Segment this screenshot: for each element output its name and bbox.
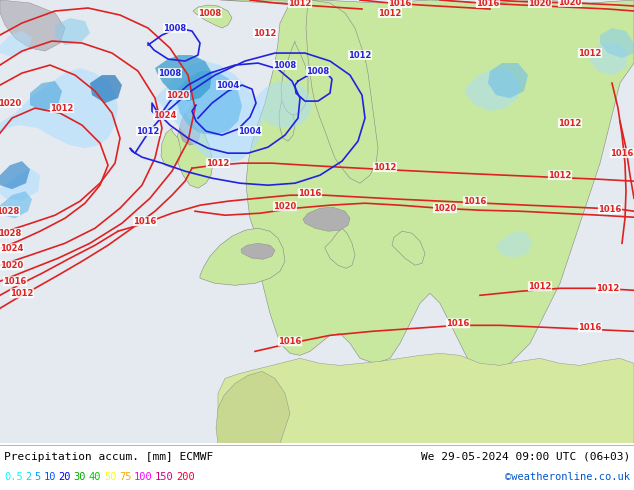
Text: 1020: 1020 — [434, 204, 456, 213]
Text: 1020: 1020 — [273, 202, 297, 211]
Text: 1024: 1024 — [153, 111, 177, 120]
Polygon shape — [0, 161, 30, 189]
Polygon shape — [600, 28, 634, 58]
Text: 1012: 1012 — [578, 49, 602, 57]
Text: 1016: 1016 — [463, 196, 487, 206]
Polygon shape — [465, 68, 520, 111]
Text: 0.5: 0.5 — [4, 472, 23, 482]
Text: 1008: 1008 — [164, 24, 186, 32]
Text: 1020: 1020 — [528, 0, 552, 7]
Polygon shape — [200, 228, 285, 285]
Polygon shape — [0, 0, 65, 51]
Polygon shape — [176, 71, 242, 135]
Polygon shape — [255, 81, 312, 128]
Text: 2: 2 — [25, 472, 31, 482]
Text: 1012: 1012 — [50, 103, 74, 113]
Text: 1012: 1012 — [288, 0, 312, 7]
Polygon shape — [0, 31, 32, 57]
Text: 1012: 1012 — [378, 8, 402, 18]
Text: 1008: 1008 — [306, 67, 330, 75]
Text: 1016: 1016 — [278, 337, 302, 346]
Polygon shape — [496, 231, 532, 258]
Text: 1012: 1012 — [373, 163, 397, 172]
Polygon shape — [30, 81, 62, 111]
Text: 30: 30 — [74, 472, 86, 482]
Text: 1020: 1020 — [0, 98, 22, 108]
Text: 1012: 1012 — [254, 28, 276, 38]
Text: 1016: 1016 — [598, 205, 622, 214]
Polygon shape — [155, 55, 212, 101]
Polygon shape — [281, 41, 308, 115]
Text: 1028: 1028 — [0, 207, 20, 216]
Text: 1012: 1012 — [548, 171, 572, 180]
Polygon shape — [179, 113, 200, 145]
Polygon shape — [0, 191, 32, 218]
Text: 200: 200 — [176, 472, 195, 482]
Polygon shape — [279, 93, 295, 141]
Polygon shape — [90, 75, 122, 103]
Text: 1020: 1020 — [559, 0, 581, 6]
Polygon shape — [0, 168, 40, 201]
Text: 75: 75 — [119, 472, 131, 482]
Text: 1004: 1004 — [216, 80, 240, 90]
Text: 100: 100 — [134, 472, 153, 482]
Text: 1012: 1012 — [136, 126, 160, 136]
Text: 1004: 1004 — [238, 126, 262, 136]
Polygon shape — [155, 61, 263, 163]
Text: 1016: 1016 — [578, 323, 602, 332]
Text: 1016: 1016 — [299, 189, 321, 197]
Text: 1024: 1024 — [0, 244, 23, 253]
Text: 1012: 1012 — [10, 289, 34, 298]
Text: 1012: 1012 — [348, 50, 372, 60]
Text: 1016: 1016 — [133, 217, 157, 226]
Polygon shape — [193, 5, 232, 28]
Polygon shape — [55, 18, 90, 45]
Text: 1016: 1016 — [446, 319, 470, 328]
Text: 20: 20 — [58, 472, 71, 482]
Polygon shape — [306, 0, 378, 183]
Text: ©weatheronline.co.uk: ©weatheronline.co.uk — [505, 472, 630, 482]
Text: 1016: 1016 — [476, 0, 500, 7]
Text: 1008: 1008 — [198, 8, 221, 18]
Text: 40: 40 — [89, 472, 101, 482]
Text: 1016: 1016 — [3, 277, 27, 286]
Text: 5: 5 — [34, 472, 41, 482]
Text: 1016: 1016 — [388, 0, 411, 7]
Text: 1028: 1028 — [0, 229, 22, 238]
Polygon shape — [325, 228, 355, 268]
Text: 1020: 1020 — [1, 261, 23, 270]
Polygon shape — [590, 43, 628, 75]
Text: 1012: 1012 — [206, 159, 230, 168]
Polygon shape — [241, 243, 275, 259]
Polygon shape — [488, 63, 528, 98]
Polygon shape — [161, 128, 181, 168]
Polygon shape — [220, 0, 634, 373]
Text: 50: 50 — [104, 472, 117, 482]
Text: 1020: 1020 — [166, 91, 190, 99]
Polygon shape — [0, 68, 118, 148]
Text: 1008: 1008 — [273, 61, 297, 70]
Text: 150: 150 — [155, 472, 174, 482]
Polygon shape — [218, 353, 634, 443]
Polygon shape — [392, 231, 425, 265]
Polygon shape — [303, 207, 350, 231]
Text: 1012: 1012 — [528, 282, 552, 291]
Text: 1016: 1016 — [611, 148, 634, 158]
Text: 1012: 1012 — [559, 119, 581, 127]
Text: Precipitation accum. [mm] ECMWF: Precipitation accum. [mm] ECMWF — [4, 452, 213, 462]
Text: 1008: 1008 — [158, 69, 181, 77]
Text: 1012: 1012 — [597, 284, 619, 293]
Text: We 29-05-2024 09:00 UTC (06+03): We 29-05-2024 09:00 UTC (06+03) — [421, 452, 630, 462]
Text: 10: 10 — [44, 472, 56, 482]
Polygon shape — [216, 371, 290, 443]
Polygon shape — [176, 105, 213, 188]
